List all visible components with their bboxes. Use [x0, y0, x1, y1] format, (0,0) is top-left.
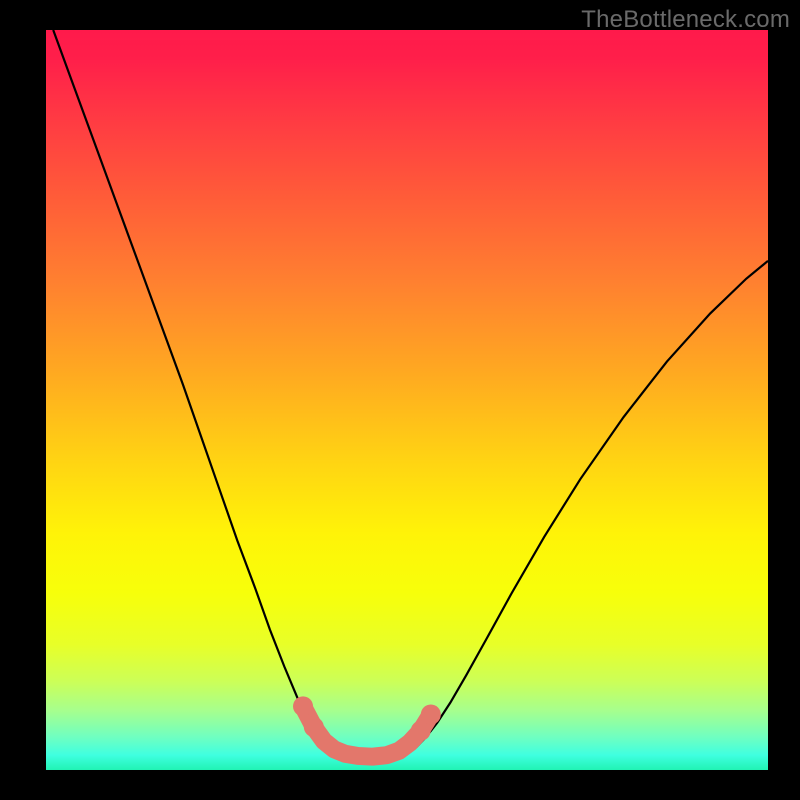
optimal-range-marker	[293, 696, 313, 716]
optimal-range-marker	[421, 705, 441, 725]
bottleneck-curve	[53, 30, 768, 761]
chart-svg-layer	[46, 30, 768, 770]
figure-container: TheBottleneck.com	[0, 0, 800, 800]
optimal-range-marker	[304, 717, 324, 737]
chart-plot-area	[46, 30, 768, 770]
